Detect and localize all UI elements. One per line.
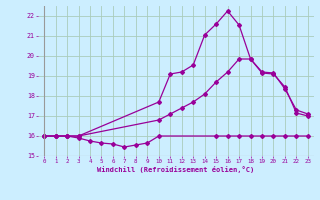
X-axis label: Windchill (Refroidissement éolien,°C): Windchill (Refroidissement éolien,°C) [97,166,255,173]
